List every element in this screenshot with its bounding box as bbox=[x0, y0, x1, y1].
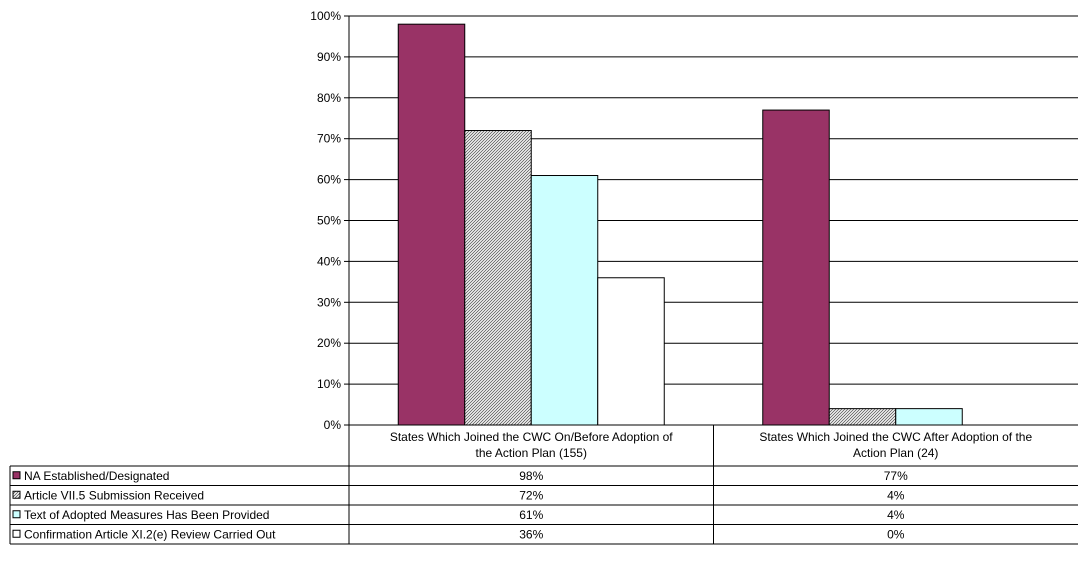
y-tick-label: 60% bbox=[317, 173, 341, 187]
x-category-label: States Which Joined the CWC On/Before Ad… bbox=[390, 430, 673, 444]
data-label: 4% bbox=[887, 488, 905, 502]
bar bbox=[530, 175, 599, 426]
data-label: 36% bbox=[519, 527, 543, 541]
data-label: 98% bbox=[519, 469, 543, 483]
data-label: 72% bbox=[519, 488, 543, 502]
legend-entry: NA Established/Designated bbox=[24, 469, 169, 483]
legend-key bbox=[12, 510, 21, 519]
x-category-label: the Action Plan (155) bbox=[476, 446, 587, 460]
bar bbox=[597, 277, 665, 426]
bar bbox=[464, 130, 532, 426]
y-tick-label: 10% bbox=[317, 377, 341, 391]
legend-key bbox=[12, 529, 21, 538]
y-tick-label: 50% bbox=[317, 214, 341, 228]
bar bbox=[828, 408, 897, 426]
legend-entry: Text of Adopted Measures Has Been Provid… bbox=[24, 508, 269, 522]
legend-key bbox=[12, 471, 21, 480]
bar bbox=[895, 408, 963, 426]
y-tick-label: 20% bbox=[317, 336, 341, 350]
y-tick-label: 40% bbox=[317, 254, 341, 268]
data-label: 4% bbox=[887, 508, 905, 522]
y-tick-label: 100% bbox=[310, 9, 341, 23]
legend-key bbox=[12, 490, 21, 499]
legend-entry: Article VII.5 Submission Received bbox=[24, 488, 204, 502]
y-tick-label: 30% bbox=[317, 295, 341, 309]
x-category-label: Action Plan (24) bbox=[853, 446, 938, 460]
y-tick-label: 0% bbox=[324, 418, 342, 432]
y-tick-label: 90% bbox=[317, 50, 341, 64]
data-label: 61% bbox=[519, 508, 543, 522]
y-tick-label: 80% bbox=[317, 91, 341, 105]
legend-entry: Confirmation Article XI.2(e) Review Carr… bbox=[24, 527, 276, 541]
bar bbox=[397, 23, 466, 426]
data-label: 77% bbox=[884, 469, 908, 483]
x-category-label: States Which Joined the CWC After Adopti… bbox=[759, 430, 1032, 444]
y-tick-label: 70% bbox=[317, 132, 341, 146]
data-label: 0% bbox=[887, 527, 905, 541]
bar bbox=[762, 109, 830, 426]
